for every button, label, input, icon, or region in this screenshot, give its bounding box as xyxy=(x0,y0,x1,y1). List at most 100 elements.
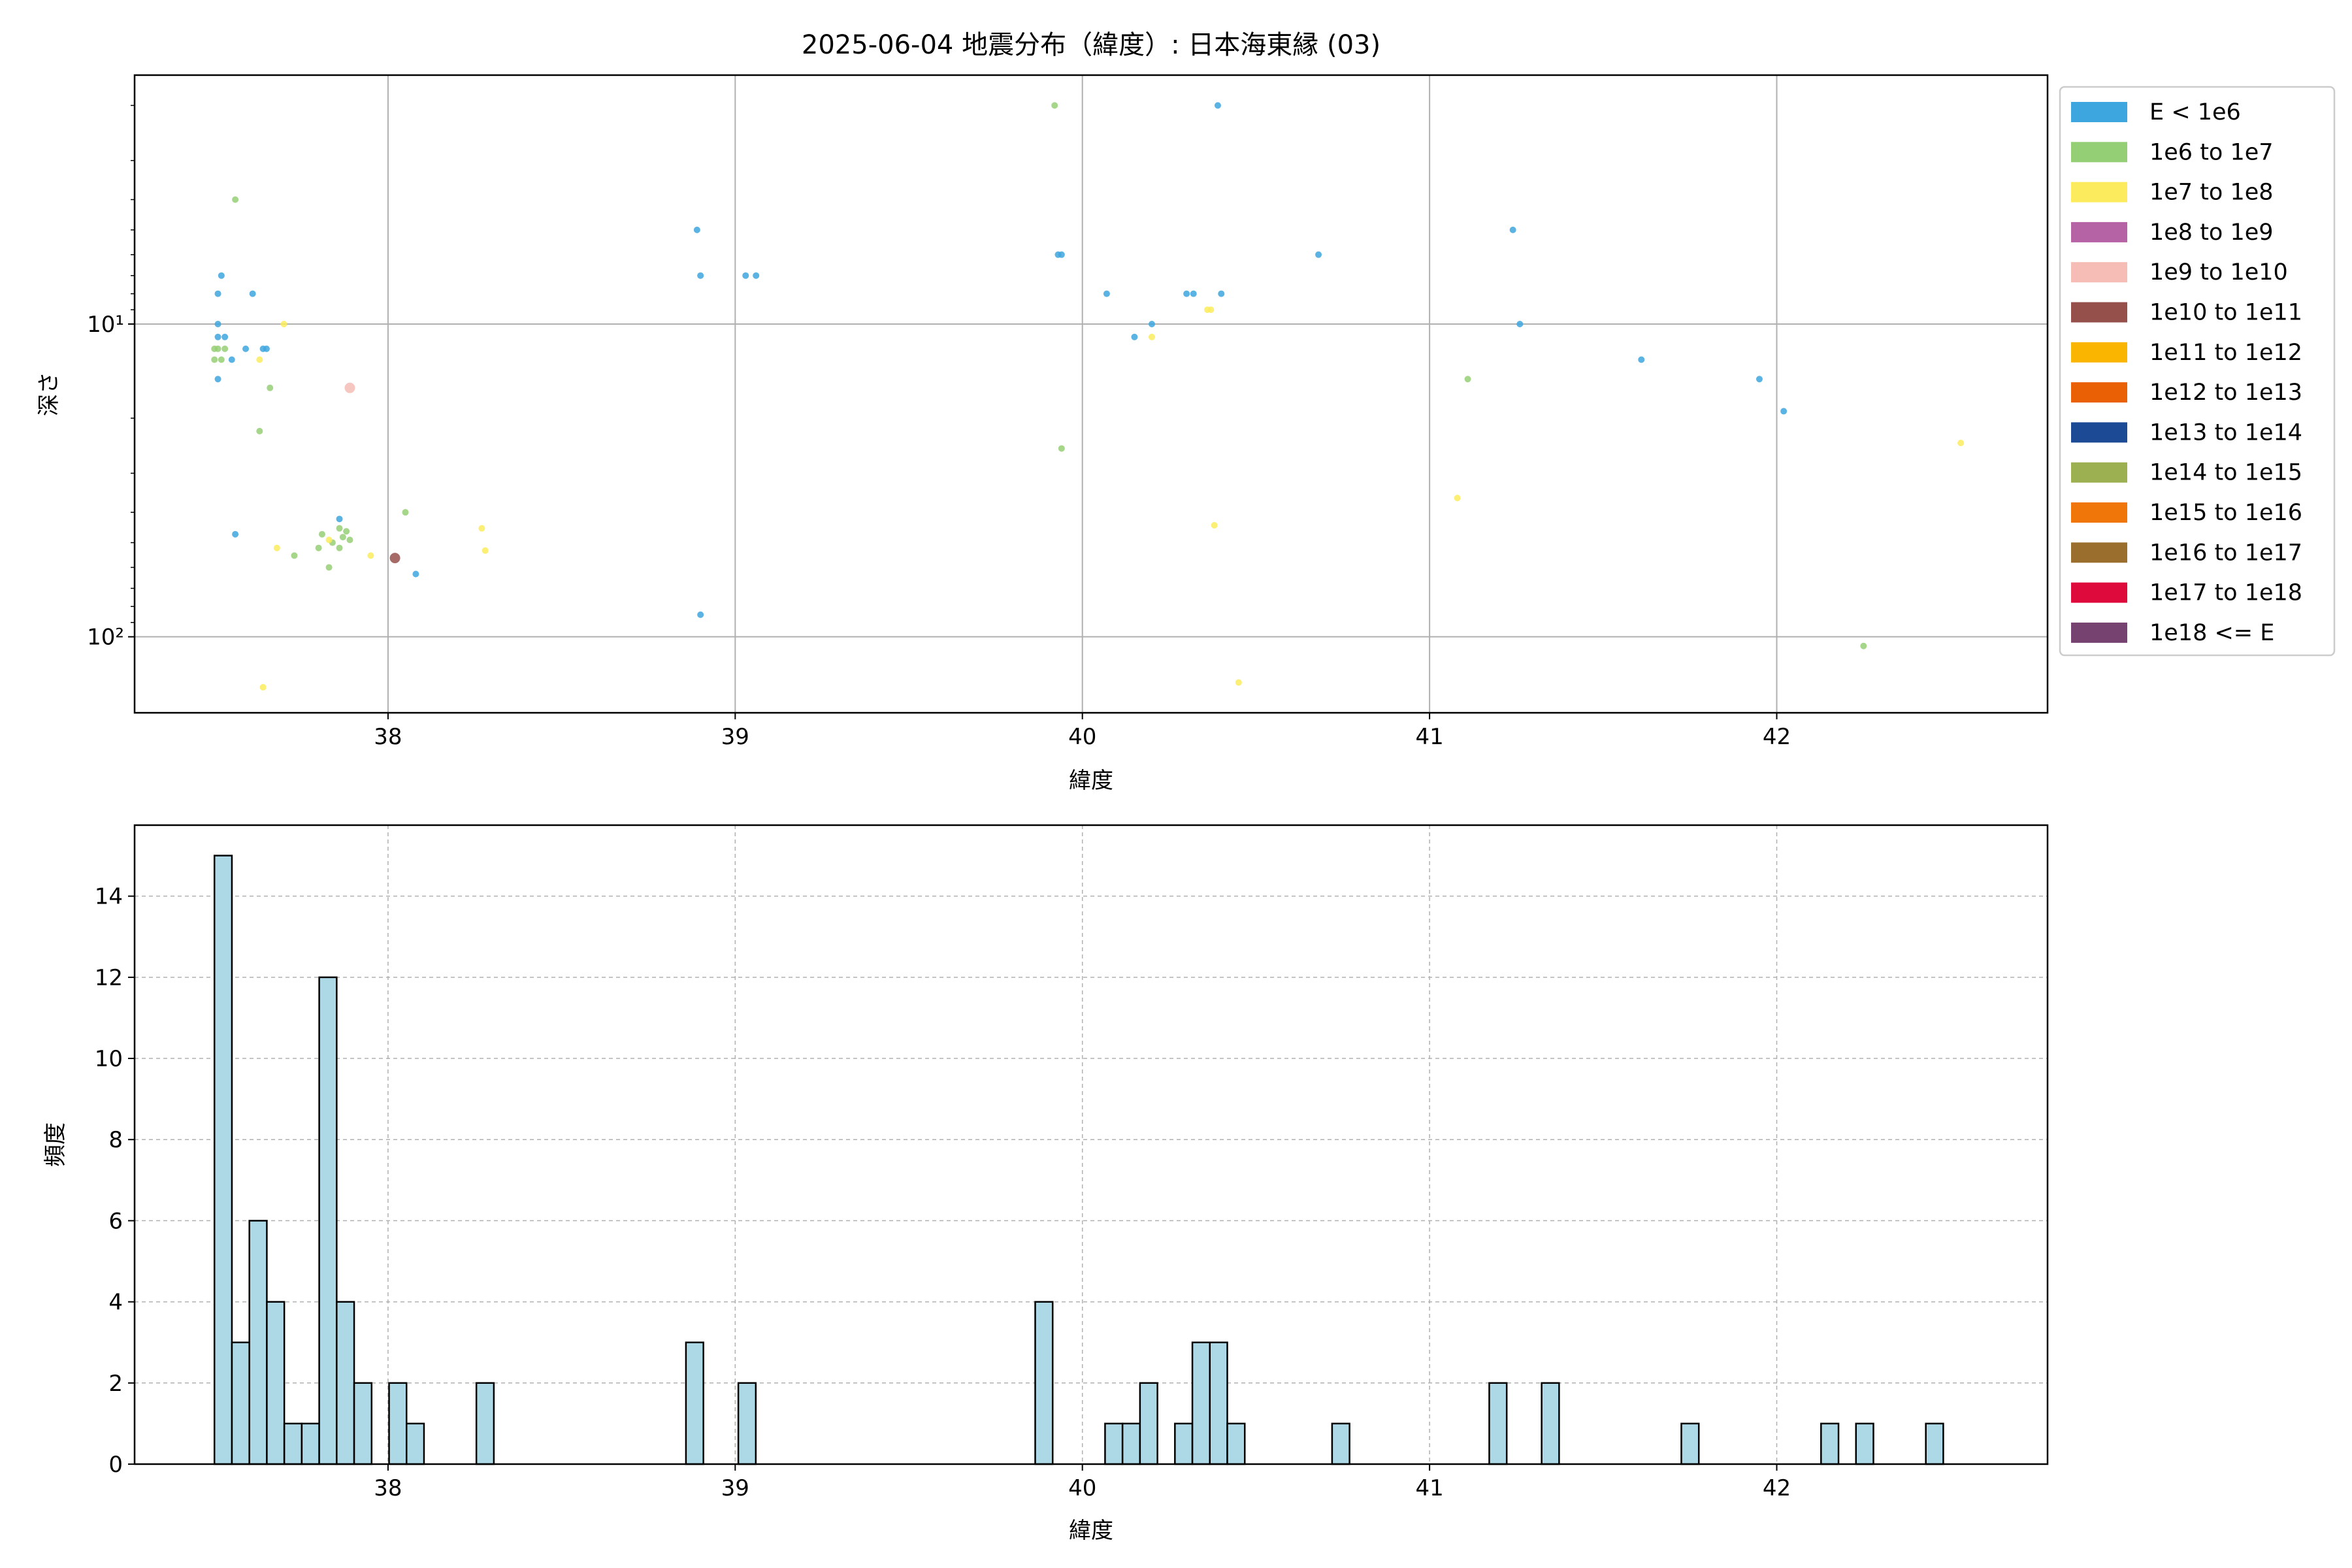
legend-swatch xyxy=(2071,342,2127,363)
scatter-point xyxy=(1211,521,1218,529)
scatter-point xyxy=(1183,290,1190,297)
scatter-point xyxy=(1103,290,1110,297)
legend-label: 1e15 to 1e16 xyxy=(2149,500,2302,526)
histogram-bar xyxy=(1820,1422,1840,1465)
histogram-bar xyxy=(266,1301,286,1465)
scatter-x-tick-label: 38 xyxy=(374,724,402,750)
histogram-x-tick-label: 39 xyxy=(721,1475,749,1501)
scatter-points xyxy=(211,102,1965,691)
scatter-point xyxy=(1780,408,1788,415)
scatter-point xyxy=(232,531,239,538)
histogram-bar xyxy=(1855,1422,1874,1465)
legend-label: E < 1e6 xyxy=(2149,99,2241,125)
histogram-y-tick-label: 8 xyxy=(108,1127,123,1153)
scatter-point xyxy=(1957,439,1965,446)
scatter-point xyxy=(1756,376,1763,383)
histogram-x-tick-label: 38 xyxy=(374,1475,402,1501)
legend-label: 1e16 to 1e17 xyxy=(2149,540,2302,566)
legend-swatch xyxy=(2071,262,2127,283)
histogram-bar xyxy=(1541,1382,1560,1465)
legend-swatch xyxy=(2071,102,2127,122)
scatter-point xyxy=(693,226,700,233)
histogram-y-tick-label: 6 xyxy=(108,1208,123,1234)
scatter-point xyxy=(1860,642,1867,649)
histogram-y-tick-label: 0 xyxy=(108,1452,123,1478)
scatter-point xyxy=(1638,356,1645,363)
scatter-point xyxy=(249,290,256,297)
scatter-point xyxy=(214,320,221,327)
scatter-point xyxy=(218,356,225,363)
scatter-point xyxy=(267,384,274,391)
histogram-y-tick-label: 4 xyxy=(108,1290,123,1316)
histogram-bar xyxy=(475,1382,495,1465)
histogram-x-tick-label: 42 xyxy=(1763,1475,1791,1501)
histogram-bar xyxy=(1139,1382,1158,1465)
scatter-point xyxy=(344,382,355,393)
legend-label: 1e18 <= E xyxy=(2149,620,2274,646)
legend-swatch xyxy=(2071,542,2127,563)
scatter-point xyxy=(280,320,287,327)
histogram-bar xyxy=(1226,1422,1246,1465)
scatter-point xyxy=(1235,679,1242,686)
legend-items: E < 1e6 1e6 to 1e7 1e7 to 1e8 1e8 to 1e9 1e9… xyxy=(2071,99,2302,646)
scatter-point xyxy=(221,345,229,352)
histogram-x-tick-label: 40 xyxy=(1068,1475,1096,1501)
legend-label: 1e14 to 1e15 xyxy=(2149,460,2302,486)
scatter-point xyxy=(339,534,346,541)
scatter-point xyxy=(1148,320,1155,327)
scatter-point xyxy=(273,544,280,551)
histogram-y-axis-label: 頻度 xyxy=(42,1122,69,1167)
legend-label: 1e11 to 1e12 xyxy=(2149,340,2302,366)
histogram-bar xyxy=(388,1382,408,1465)
scatter-point xyxy=(367,552,374,559)
scatter-point xyxy=(1218,290,1225,297)
scatter-point xyxy=(221,333,229,340)
scatter-point xyxy=(211,356,218,363)
legend-label: 1e17 to 1e18 xyxy=(2149,580,2302,606)
scatter-point xyxy=(389,553,400,564)
scatter-x-axis-label: 緯度 xyxy=(1069,768,1113,794)
scatter-point xyxy=(402,509,409,516)
legend-swatch xyxy=(2071,302,2127,323)
histogram-bar xyxy=(1034,1301,1054,1465)
histogram-bar xyxy=(336,1301,355,1465)
histogram-bar xyxy=(1925,1422,1944,1465)
histogram-plot: 38 39 40 41 42 0 2 4 6 8 10 12 14 緯度 頻度 xyxy=(42,824,2049,1544)
figure-title: 2025-06-04 地震分布（緯度）: 日本海東縁 (03) xyxy=(802,30,1380,60)
scatter-point xyxy=(697,272,704,279)
histogram-bar xyxy=(1174,1422,1194,1465)
histogram-bar xyxy=(318,976,338,1465)
legend-label: 1e9 to 1e10 xyxy=(2149,259,2288,286)
scatter-point xyxy=(478,525,485,532)
histogram-bars xyxy=(213,855,1944,1465)
scatter-point xyxy=(753,272,760,279)
histogram-bar xyxy=(737,1382,757,1465)
histogram-bar xyxy=(1121,1422,1141,1465)
histogram-y-tick-label: 12 xyxy=(95,965,123,991)
scatter-point xyxy=(325,564,333,571)
scatter-point xyxy=(228,356,235,363)
legend-frame xyxy=(2059,86,2336,657)
scatter-point xyxy=(336,544,343,551)
scatter-point xyxy=(1454,495,1461,502)
histogram-bar xyxy=(1191,1341,1211,1465)
histogram-y-ticks: 0 2 4 6 8 10 12 14 xyxy=(95,884,135,1478)
scatter-point xyxy=(325,536,333,544)
histogram-y-tick-label: 10 xyxy=(95,1046,123,1072)
scatter-point xyxy=(256,356,263,363)
scatter-point xyxy=(336,515,343,523)
scatter-point xyxy=(214,290,221,297)
legend-label: 1e12 to 1e13 xyxy=(2149,380,2302,406)
scatter-point xyxy=(1190,290,1197,297)
scatter-point xyxy=(1315,251,1322,258)
scatter-point xyxy=(1464,376,1471,383)
scatter-point xyxy=(1058,445,1065,452)
scatter-point xyxy=(263,345,270,352)
scatter-point xyxy=(346,536,353,544)
scatter-x-tick-label: 39 xyxy=(721,724,749,750)
scatter-x-tick-label: 42 xyxy=(1763,724,1791,750)
scatter-point xyxy=(214,333,221,340)
histogram-bar xyxy=(405,1422,425,1465)
legend-swatch xyxy=(2071,382,2127,403)
scatter-point xyxy=(343,528,350,535)
